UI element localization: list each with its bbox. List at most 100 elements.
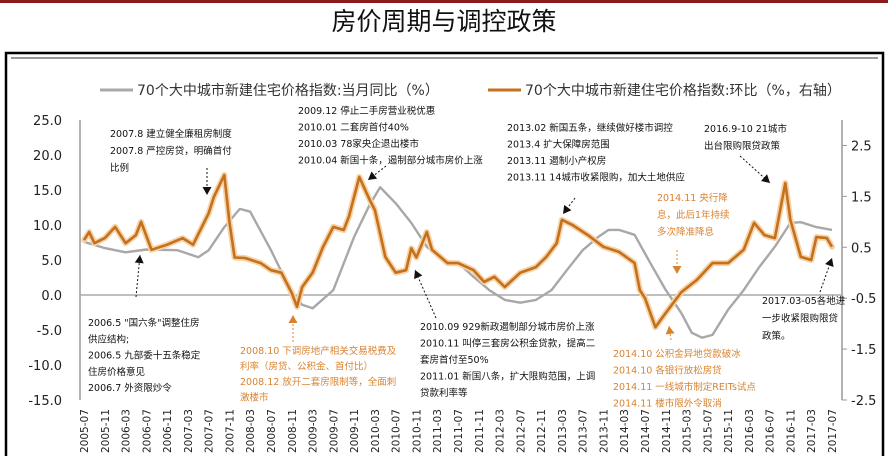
- chart-frame: [4, 51, 885, 456]
- series-yoy-line: [83, 185, 833, 339]
- annotation-line: 2016.9-10 21城市: [704, 123, 787, 135]
- x-tick-label: 2014-07: [640, 409, 652, 453]
- x-tick-label: 2013-07: [578, 409, 590, 453]
- annotation-line: 政策。: [762, 330, 791, 342]
- annotation-line: 供应结构;: [88, 333, 129, 345]
- arrow-head-icon: [368, 171, 378, 180]
- x-tick-label: 2009-11: [349, 409, 361, 453]
- annotation-line: 2007.8 严控房贷，明确首付: [110, 145, 232, 157]
- x-tick-label: 2010-03: [370, 409, 382, 453]
- annotation-arrow-line: [135, 254, 141, 298]
- plot-area: [81, 172, 835, 339]
- arrow-head-icon: [825, 258, 834, 268]
- y-right-tick-label: 1.5: [851, 190, 872, 205]
- x-tick-label: 2010-11: [411, 409, 423, 453]
- annotation-line: 2006.7 外资限炒令: [88, 382, 172, 394]
- x-tick-label: 2007-11: [224, 409, 236, 453]
- x-tick-label: 2015-07: [702, 409, 714, 453]
- annotation-line: 息，此后1年持续: [657, 209, 730, 221]
- annotation-line: 2007.8 建立健全廉租房制度: [110, 128, 232, 140]
- y-left-tick-label: 20.0: [33, 149, 62, 164]
- x-tick-label: 2007-07: [204, 409, 216, 453]
- arrow-head-icon: [414, 270, 423, 280]
- x-tick-label: 2012-03: [495, 409, 507, 453]
- annotation-line: 2010.11 叫停三套房公积金贷款，提高二: [420, 338, 595, 350]
- annotation-line: 套房首付至50%: [420, 354, 489, 366]
- x-tick-label: 2015-03: [682, 409, 694, 453]
- annotation-line: 利率（房贷、公积金、首付比）: [240, 361, 373, 373]
- x-tick-label: 2006-03: [121, 409, 133, 453]
- x-tick-label: 2006-11: [162, 409, 174, 453]
- y-right-tick-label: -2.5: [851, 394, 876, 409]
- chart-title: 房价周期与调控政策: [331, 7, 556, 36]
- x-tick-label: 2008-07: [266, 409, 278, 453]
- y-left-tick-label: 15.0: [33, 184, 62, 199]
- x-tick-label: 2014-11: [661, 409, 673, 453]
- x-tick-label: 2011-07: [453, 409, 465, 453]
- x-tick-label: 2017-07: [827, 409, 839, 453]
- x-tick-label: 2007-03: [183, 409, 195, 453]
- annotation-line: 2011.01 新国八条，扩大限购范围，上调: [420, 371, 595, 383]
- arrow-head-icon: [134, 255, 144, 264]
- annotation-line: 2014.11 央行降: [657, 192, 728, 204]
- x-tick-label: 2016-03: [744, 409, 756, 453]
- annotation-line: 出台限购限贷政策: [704, 140, 781, 152]
- annotation-line: 2013.11 遏制小产权房: [507, 155, 606, 167]
- y-right-tick-label: -1.5: [851, 343, 876, 358]
- y-left-tick-label: -15.0: [28, 394, 62, 409]
- annotation-line: 2013.11 14城市收紧限购，加大土地供应: [507, 172, 685, 184]
- x-tick-label: 2016-07: [765, 409, 777, 453]
- y-left-tick-label: 5.0: [41, 254, 62, 269]
- annotation-line: 2014.11 楼市限外令取消: [613, 398, 722, 410]
- x-tick-label: 2006-07: [141, 409, 153, 453]
- annotation: 2010.09 929新政遏制部分城市房价上涨 2010.11 叫停三套房公积金贷…: [414, 269, 595, 399]
- annotation: 2009.12 停止二手房营业税优惠 2010.01 二套房首付40% 2010.0…: [298, 105, 483, 181]
- annotation-line: 2009.12 停止二手房营业税优惠: [298, 105, 435, 117]
- y-left-tick-label: 25.0: [33, 114, 62, 129]
- annotation-line: 2013.02 新国五条，继续做好楼市调控: [507, 122, 673, 134]
- x-tick-label: 2011-03: [432, 409, 444, 453]
- x-tick-label: 2017-03: [806, 409, 818, 453]
- y-left-tick-label: -10.0: [28, 359, 62, 374]
- annotation-line: 2008.10 下调房地产相关交易税费及: [240, 345, 397, 357]
- top-bar: [0, 0, 888, 3]
- annotation-line: 2014.10 各银行放松房贷: [613, 365, 722, 377]
- x-tick-label: 2016-11: [785, 409, 797, 453]
- annotation-line: 比例: [110, 162, 129, 174]
- y-right-tick-label: 2.5: [851, 139, 872, 154]
- arrow-head-icon: [288, 315, 298, 323]
- legend-label-mom: 70个大中城市新建住宅价格指数:环比（%，右轴）: [525, 82, 841, 99]
- annotation: 2014.10 公积金异地贷款破冰 2014.10 各银行放松房贷 2014.11 …: [613, 325, 756, 410]
- arrow-head-icon: [672, 266, 682, 274]
- x-tick-label: 2014-03: [619, 409, 631, 453]
- x-tick-label: 2013-11: [598, 409, 610, 453]
- y-left-tick-label: 0.0: [41, 289, 62, 304]
- annotation-line: 2010.09 929新政遏制部分城市房价上涨: [420, 321, 595, 333]
- annotation-line: 2017.03-05各地进: [762, 295, 846, 307]
- legend: 70个大中城市新建住宅价格指数:当月同比（%） 70个大中城市新建住宅价格指数:…: [100, 82, 841, 99]
- x-tick-label: 2012-07: [515, 409, 527, 453]
- y-left-tick-label: 10.0: [33, 219, 62, 234]
- arrow-head-icon: [202, 187, 212, 195]
- annotation: 2013.02 新国五条，继续做好楼市调控 2013.4 扩大保障房范围 2013.…: [507, 122, 685, 215]
- arrow-head-icon: [563, 204, 572, 214]
- annotation-line: 2010.01 二套房首付40%: [298, 122, 409, 134]
- x-tick-label: 2008-03: [245, 409, 257, 453]
- y-right-tick-label: -0.5: [851, 292, 876, 307]
- annotation-line: 2013.4 扩大保障房范围: [507, 139, 610, 151]
- annotation-line: 住房价格意见: [88, 366, 145, 378]
- annotation-line: 2010.04 新国十条，遏制部分城市房价上涨: [298, 155, 483, 167]
- y-left-tick-label: -5.0: [37, 324, 62, 339]
- annotation-line: 2010.03 78家央企退出楼市: [298, 138, 419, 150]
- annotation-line: 2008.12 放开二套房限制等，全面刺: [240, 376, 396, 388]
- annotation-line: 2006.5 "国六条"调整住房: [88, 317, 200, 329]
- x-tick-label: 2005-11: [100, 409, 112, 453]
